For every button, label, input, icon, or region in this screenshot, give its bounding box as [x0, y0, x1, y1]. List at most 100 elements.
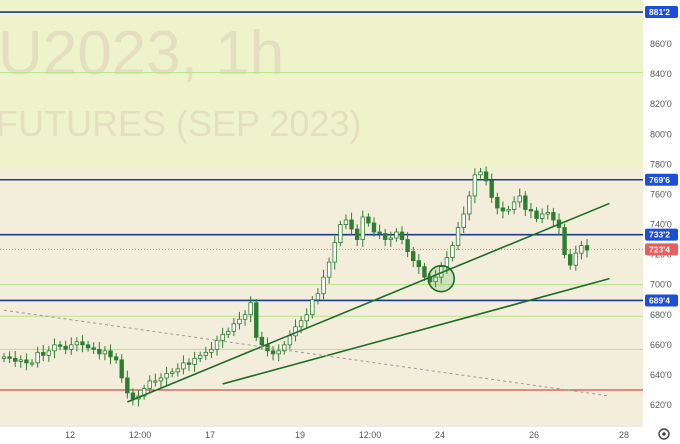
candle-body	[181, 362, 186, 370]
price-tick-label: 820'0	[650, 99, 672, 109]
candle-body	[534, 210, 539, 219]
candle-body	[119, 359, 124, 379]
candle-body	[517, 195, 522, 203]
candle-body	[192, 357, 197, 365]
highlight-circle[interactable]	[427, 264, 456, 293]
candle-body	[382, 233, 388, 240]
trendline[interactable]	[127, 202, 610, 403]
candle-body	[214, 339, 220, 350]
candle-body	[97, 348, 102, 355]
candle-body	[270, 350, 276, 355]
trendlines[interactable]	[3, 202, 610, 403]
candle-body	[29, 362, 35, 365]
candle-body	[130, 392, 136, 400]
candle-body	[24, 359, 29, 364]
candle-body	[310, 299, 315, 316]
candle-body	[483, 171, 489, 182]
candle-body	[444, 257, 450, 268]
price-badge[interactable]	[645, 243, 678, 256]
candle-body	[573, 252, 578, 266]
time-tick-label: 19	[295, 430, 305, 440]
price-tick-label: 680'0	[650, 310, 672, 320]
candle-body	[293, 326, 298, 337]
price-badge-label: 733'2	[649, 230, 670, 240]
settings-button[interactable]	[658, 428, 670, 440]
candle-body	[169, 371, 175, 374]
settings-gear-icon	[658, 428, 670, 440]
price-tick-label: 640'0	[650, 370, 672, 380]
candle-body	[18, 359, 24, 362]
price-badge[interactable]	[645, 6, 678, 19]
candle-body	[80, 341, 85, 346]
candle-body	[209, 348, 214, 353]
candle-body	[242, 314, 248, 320]
candle-body	[562, 227, 567, 255]
candle-body	[158, 377, 164, 382]
candle-body	[332, 242, 337, 263]
candle-body	[321, 276, 326, 295]
candle-body	[371, 222, 377, 233]
time-tick-label: 28	[619, 430, 629, 440]
price-badge-label: 769'6	[649, 175, 670, 185]
settings-gear-icon-center	[662, 432, 666, 436]
candle-body	[52, 344, 57, 352]
time-axis[interactable]: 12 12:00 17 19 12:00 24 26 28	[0, 425, 680, 444]
candle-body	[125, 377, 130, 394]
candle-body	[220, 333, 225, 341]
candle-body	[7, 356, 12, 359]
candle-body	[315, 293, 321, 301]
candle-body	[489, 180, 494, 198]
price-tick-label: 660'0	[650, 340, 672, 350]
time-tick-label: 12:00	[359, 430, 382, 440]
candle-body	[394, 231, 399, 239]
time-tick-label: 24	[435, 430, 445, 440]
candle-body	[254, 302, 259, 338]
candle-body	[523, 195, 528, 210]
candle-body	[399, 231, 405, 240]
candle-body	[411, 251, 416, 261]
price-badge[interactable]	[645, 228, 678, 241]
time-tick-label: 12:00	[129, 430, 152, 440]
price-tick-label: 780'0	[650, 159, 672, 169]
candle-body	[91, 347, 96, 350]
candle-body	[388, 237, 393, 240]
candle-body	[433, 276, 438, 283]
candle-body	[579, 245, 584, 254]
candle-body	[567, 254, 573, 266]
candle-body	[63, 345, 68, 350]
candle-body	[354, 228, 360, 240]
candle-body	[416, 260, 422, 268]
candle-body	[422, 266, 427, 278]
trendline[interactable]	[222, 277, 610, 385]
price-tick-label: 700'0	[650, 280, 672, 290]
candle-body	[298, 320, 304, 328]
candle-body	[343, 219, 349, 225]
price-badge[interactable]	[645, 173, 678, 186]
candle-body	[287, 335, 293, 346]
candle-body	[35, 351, 40, 364]
candle-body	[405, 239, 410, 252]
candle-body	[472, 174, 478, 197]
candle-body	[545, 212, 550, 215]
candle-body	[69, 344, 74, 350]
plot-band-upper	[0, 0, 643, 170]
candle-body	[276, 350, 281, 355]
candle-body	[461, 213, 466, 228]
price-badge[interactable]	[645, 294, 678, 307]
price-axis[interactable]: 860'0840'0820'0800'0780'0760'0740'0720'0…	[643, 0, 680, 426]
candle-body	[85, 344, 91, 349]
candle-body	[198, 354, 203, 359]
candle-body	[478, 171, 483, 176]
candle-body	[584, 245, 590, 251]
price-axis-panel	[643, 0, 680, 426]
annotation-circle[interactable]	[427, 264, 456, 293]
candle-body	[377, 231, 382, 234]
price-badge-label: 689'4	[649, 295, 670, 305]
candle-body	[226, 330, 231, 335]
candle-body	[46, 350, 52, 356]
candle-body	[500, 207, 506, 212]
watermark-contract: FUTURES (SEP 2023)	[0, 103, 361, 144]
price-tick-label: 840'0	[650, 69, 672, 79]
candle-body	[147, 380, 152, 389]
